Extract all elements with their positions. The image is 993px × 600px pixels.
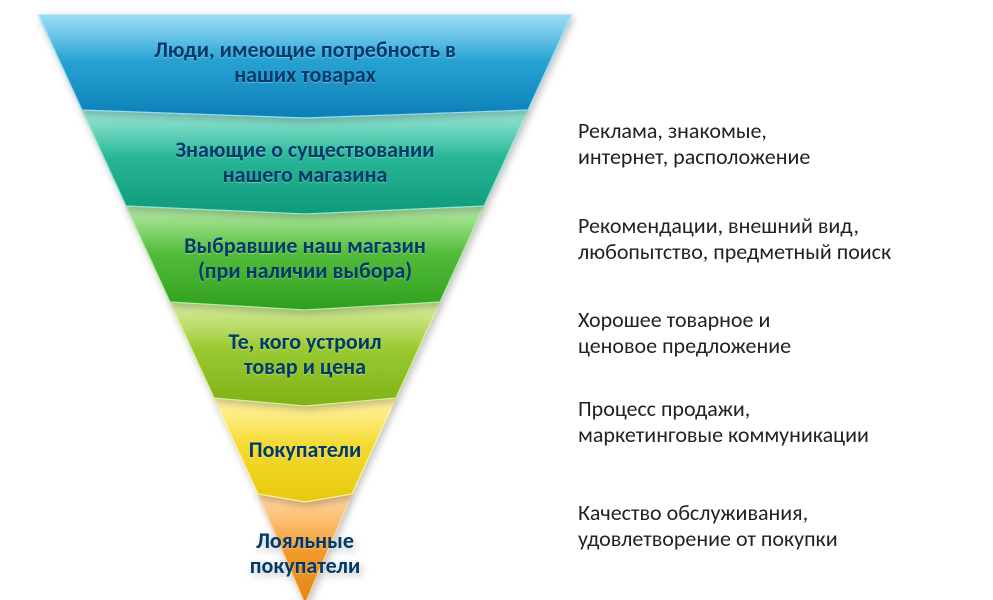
annotation-4: Качество обслуживания, удовлетворение от… bbox=[578, 500, 978, 552]
funnel-segment-3: Те, кого устроил товар и цена bbox=[38, 302, 572, 406]
annotation-0: Реклама, знакомые, интернет, расположени… bbox=[578, 118, 978, 170]
funnel-segment-1: Знающие о существовании нашего магазина bbox=[38, 110, 572, 214]
funnel-segment-5: Лояльные покупатели bbox=[38, 494, 572, 600]
funnel-container: Люди, имеющие потребность в наших товара… bbox=[38, 14, 572, 586]
funnel-diagram: Люди, имеющие потребность в наших товара… bbox=[0, 0, 993, 600]
funnel-segment-2: Выбравшие наш магазин (при наличии выбор… bbox=[38, 206, 572, 310]
funnel-segment-0: Люди, имеющие потребность в наших товара… bbox=[38, 14, 572, 118]
annotation-1: Рекомендации, внешний вид, любопытство, … bbox=[578, 213, 978, 265]
funnel-segment-4: Покупатели bbox=[38, 398, 572, 502]
annotation-3: Процесс продажи, маркетинговые коммуника… bbox=[578, 396, 978, 448]
annotation-2: Хорошее товарное и ценовое предложение bbox=[578, 307, 978, 359]
